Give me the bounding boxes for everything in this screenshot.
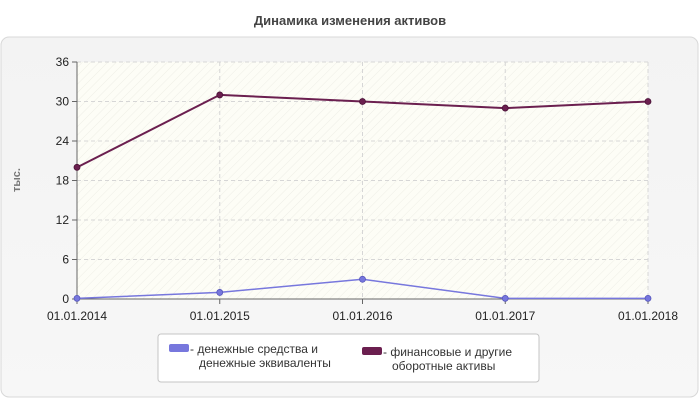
x-tick-label: 01.01.2015 bbox=[190, 309, 250, 323]
y-tick-label: 30 bbox=[56, 95, 70, 109]
legend-label-other-assets-line1: - финансовые и другие bbox=[383, 345, 512, 359]
x-tick-label: 01.01.2014 bbox=[47, 309, 107, 323]
y-axis-label: тыс. bbox=[11, 168, 23, 192]
data-point-s1-4 bbox=[644, 98, 652, 105]
legend-label-cash-2: денежные эквиваленты bbox=[199, 356, 331, 370]
y-tick-label: 24 bbox=[56, 134, 70, 148]
data-point-s0-1 bbox=[216, 289, 224, 296]
legend-label-other-assets: - финансовые и другие bbox=[383, 345, 512, 359]
legend-label-cash: - денежные средства и bbox=[190, 342, 318, 356]
legend-label-cash-line1: - денежные средства и bbox=[190, 342, 318, 356]
data-point-s1-1 bbox=[216, 91, 224, 99]
data-point-s0-4 bbox=[644, 294, 652, 302]
grid bbox=[77, 61, 649, 299]
chart-title: Динамика изменения активов bbox=[254, 13, 446, 28]
legend-label-other-assets-2: оборотные активы bbox=[392, 359, 495, 373]
data-point-s1-0 bbox=[73, 163, 81, 171]
x-tick-labels: 01.01.2014 01.01.2015 01.01.2016 01.01.2017… bbox=[47, 309, 678, 323]
x-tick-label: 01.01.2018 bbox=[618, 309, 678, 323]
y-tick-label: 0 bbox=[62, 292, 69, 306]
data-point-s0-2 bbox=[359, 275, 366, 283]
legend-box bbox=[157, 333, 540, 383]
legend-swatch-cash bbox=[169, 344, 189, 352]
data-point-s1-2 bbox=[359, 98, 366, 105]
x-tick-label: 01.01.2017 bbox=[475, 309, 535, 323]
x-tick-label: 01.01.2016 bbox=[332, 309, 392, 323]
y-tick-label: 12 bbox=[56, 213, 70, 227]
data-point-s1-3 bbox=[501, 104, 509, 112]
y-tick-labels: 0 6 12 18 24 30 36 bbox=[56, 55, 70, 306]
legend-swatch-other-assets bbox=[362, 347, 382, 355]
legend: - денежные средства и денежные эквивален… bbox=[157, 333, 540, 383]
y-tick-label: 6 bbox=[62, 253, 69, 267]
data-point-s0-3 bbox=[501, 294, 509, 302]
series-group bbox=[73, 91, 652, 302]
y-tick-label: 18 bbox=[56, 174, 70, 188]
y-tick-label: 36 bbox=[56, 55, 70, 69]
data-point-s0-0 bbox=[73, 294, 81, 302]
